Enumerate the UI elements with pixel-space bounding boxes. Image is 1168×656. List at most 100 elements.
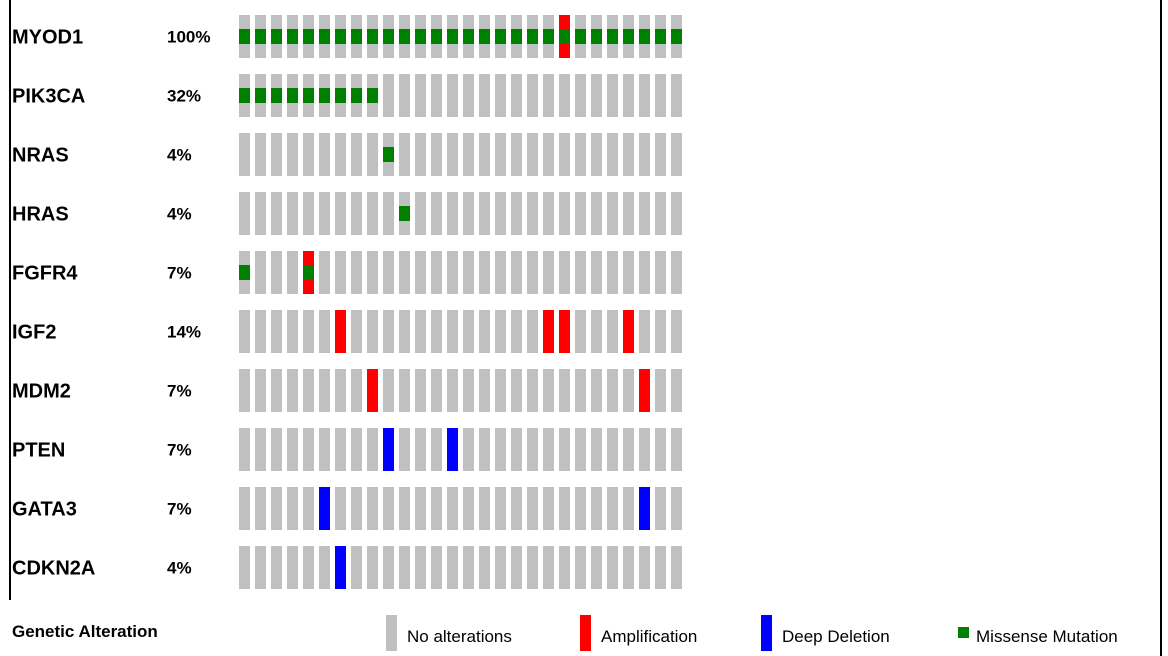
no-alteration-cell <box>287 487 298 530</box>
no-alteration-cell <box>479 251 490 294</box>
alteration-percent: 4% <box>167 146 192 165</box>
no-alteration-cell <box>383 192 394 235</box>
missense-mutation-marker <box>271 29 282 44</box>
no-alteration-cell <box>415 133 426 176</box>
no-alteration-cell <box>655 74 666 117</box>
right-border-line <box>1160 0 1162 656</box>
missense-mutation-marker <box>527 29 538 44</box>
missense-mutation-marker <box>351 29 362 44</box>
no-alteration-cell <box>303 133 314 176</box>
no-alteration-cell <box>255 310 266 353</box>
no-alteration-cell <box>655 546 666 589</box>
no-alteration-cell <box>591 251 602 294</box>
no-alteration-cell <box>447 546 458 589</box>
no-alteration-cell <box>399 546 410 589</box>
no-alteration-cell <box>655 310 666 353</box>
no-alteration-cell <box>479 192 490 235</box>
no-alteration-cell <box>671 546 682 589</box>
no-alteration-cell <box>575 546 586 589</box>
gene-row-pten: PTEN 7% <box>12 428 682 471</box>
gene-label: FGFR4 <box>12 263 78 285</box>
no-alteration-cell <box>543 369 554 412</box>
no-alteration-cell <box>479 487 490 530</box>
legend-label: Deep Deletion <box>782 627 890 646</box>
gene-row-mdm2: MDM2 7% <box>12 369 682 412</box>
missense-mutation-marker <box>463 29 474 44</box>
no-alteration-cell <box>287 546 298 589</box>
no-alteration-cell <box>479 133 490 176</box>
amplification-cell <box>639 369 650 412</box>
no-alteration-cell <box>463 133 474 176</box>
no-alteration-cell <box>351 192 362 235</box>
no-alteration-cell <box>431 133 442 176</box>
no-alteration-cell <box>559 428 570 471</box>
no-alteration-cell <box>271 251 282 294</box>
no-alteration-cell <box>511 546 522 589</box>
no-alteration-cell <box>239 192 250 235</box>
no-alteration-cell <box>303 487 314 530</box>
no-alteration-cell <box>479 428 490 471</box>
no-alteration-cell <box>431 74 442 117</box>
no-alteration-cell <box>495 369 506 412</box>
no-alteration-cell <box>575 192 586 235</box>
no-alteration-cell <box>239 310 250 353</box>
no-alteration-cell <box>479 546 490 589</box>
left-border-line <box>9 0 11 600</box>
alteration-percent: 7% <box>167 500 192 519</box>
no-alteration-cell <box>607 133 618 176</box>
no-alteration-cell <box>431 192 442 235</box>
no-alteration-cell <box>607 310 618 353</box>
no-alteration-cell <box>399 251 410 294</box>
no-alteration-cell <box>415 546 426 589</box>
no-alteration-cell <box>399 74 410 117</box>
no-alteration-cell <box>591 369 602 412</box>
no-alteration-cell <box>591 428 602 471</box>
no-alteration-cell <box>415 487 426 530</box>
amplification-cell <box>543 310 554 353</box>
no-alteration-cell <box>287 369 298 412</box>
no-alteration-cell <box>543 74 554 117</box>
no-alteration-cell <box>239 133 250 176</box>
no-alteration-cell <box>255 546 266 589</box>
amplification-cell <box>367 369 378 412</box>
no-alteration-cell <box>559 192 570 235</box>
no-alteration-cell <box>447 251 458 294</box>
no-alteration-cell <box>383 369 394 412</box>
no-alteration-cell <box>239 546 250 589</box>
no-alteration-cell <box>511 428 522 471</box>
no-alteration-cell <box>255 369 266 412</box>
gene-row-cdkn2a: CDKN2A 4% <box>12 546 682 589</box>
missense-mutation-marker <box>319 29 330 44</box>
no-alteration-cell <box>511 192 522 235</box>
no-alteration-cell <box>431 546 442 589</box>
gene-row-nras: NRAS 4% <box>12 133 682 176</box>
no-alteration-cell <box>383 251 394 294</box>
no-alteration-cell <box>335 192 346 235</box>
no-alteration-cell <box>575 74 586 117</box>
no-alteration-cell <box>527 487 538 530</box>
no-alteration-cell <box>527 192 538 235</box>
no-alteration-cell <box>335 487 346 530</box>
no-alteration-cell <box>591 546 602 589</box>
no-alteration-cell <box>415 251 426 294</box>
legend-title: Genetic Alteration <box>12 622 158 641</box>
no-alteration-cell <box>447 133 458 176</box>
missense-mutation-marker <box>383 147 394 162</box>
no-alteration-cell <box>239 369 250 412</box>
no-alteration-cell <box>271 133 282 176</box>
missense-mutation-marker <box>383 29 394 44</box>
gene-label: IGF2 <box>12 322 56 344</box>
no-alteration-cell <box>431 369 442 412</box>
no-alteration-cell <box>399 428 410 471</box>
no-alteration-cell <box>447 369 458 412</box>
no-alteration-cell <box>623 487 634 530</box>
no-alteration-cell <box>543 428 554 471</box>
no-alteration-cell <box>383 310 394 353</box>
no-alteration-cell <box>495 192 506 235</box>
no-alteration-cell <box>447 192 458 235</box>
no-alteration-cell <box>527 369 538 412</box>
no-alteration-cell <box>383 487 394 530</box>
no-alteration-cell <box>303 428 314 471</box>
missense-mutation-marker <box>287 29 298 44</box>
no-alteration-cell <box>415 428 426 471</box>
